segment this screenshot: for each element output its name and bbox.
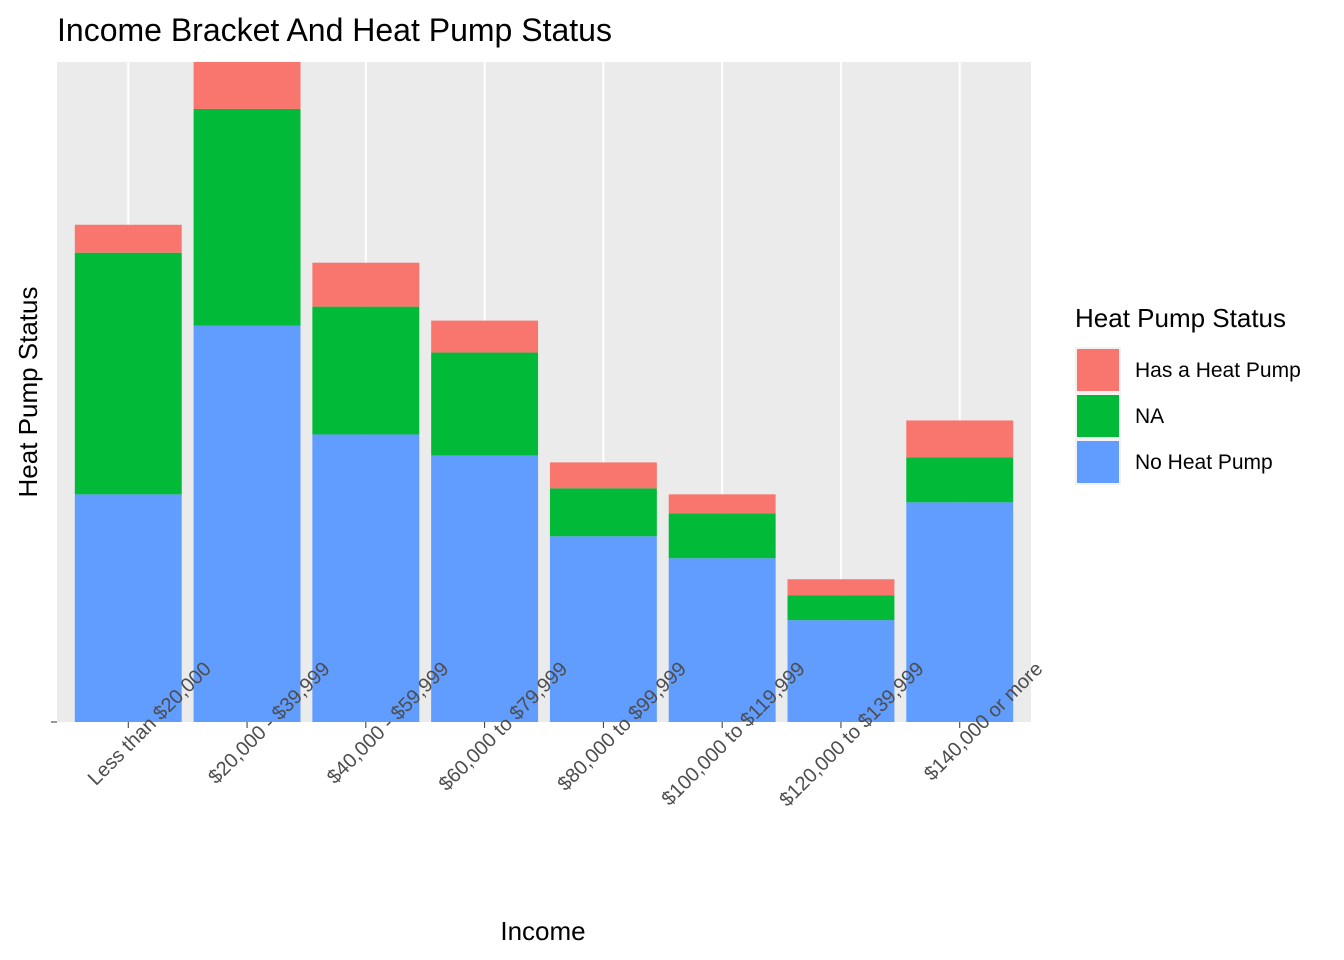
- legend: Heat Pump Status Has a Heat Pump NA No Hea…: [1075, 303, 1301, 485]
- bar-segment: [431, 455, 539, 722]
- bar-segment: [74, 252, 182, 495]
- bar-segment: [74, 224, 182, 253]
- legend-swatch: [1077, 441, 1119, 483]
- bar-segment: [668, 494, 776, 514]
- bar-segment: [193, 108, 301, 326]
- bar-segment: [312, 262, 420, 307]
- bar-segment: [668, 513, 776, 559]
- chart-title: Income Bracket And Heat Pump Status: [57, 12, 612, 48]
- bar-segment: [906, 420, 1014, 458]
- bar-segment: [431, 320, 539, 353]
- x-axis-title: Income: [500, 916, 585, 946]
- bar-segment: [787, 579, 895, 596]
- bar-segment: [312, 434, 420, 722]
- bar-segment: [549, 488, 657, 537]
- bar-segment: [193, 62, 301, 109]
- bar-segment: [787, 595, 895, 621]
- bar-segment: [906, 502, 1014, 722]
- bars: [74, 62, 1014, 722]
- bar-segment: [431, 352, 539, 456]
- legend-label: No Heat Pump: [1135, 451, 1273, 474]
- y-axis-title: Heat Pump Status: [13, 287, 43, 498]
- bar-segment: [549, 536, 657, 722]
- bar-segment: [787, 620, 895, 722]
- bar-segment: [74, 494, 182, 722]
- legend-swatch: [1077, 395, 1119, 437]
- bar-segment: [549, 462, 657, 489]
- legend-swatch: [1077, 349, 1119, 391]
- legend-label: NA: [1135, 405, 1164, 428]
- bar-segment: [193, 325, 301, 722]
- bar-segment: [906, 457, 1014, 503]
- bar-segment: [312, 306, 420, 435]
- legend-title: Heat Pump Status: [1075, 303, 1286, 333]
- legend-label: Has a Heat Pump: [1135, 359, 1301, 382]
- bar-segment: [668, 558, 776, 722]
